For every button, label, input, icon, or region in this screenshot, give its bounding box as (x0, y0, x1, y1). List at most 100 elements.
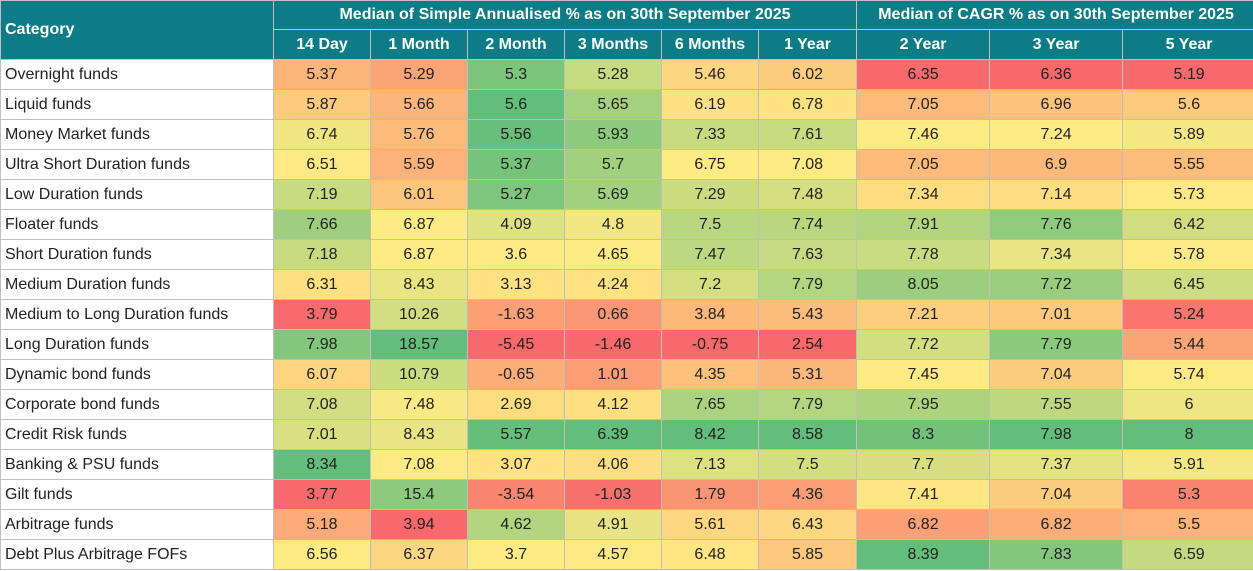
value-cell: 5.91 (1122, 449, 1253, 480)
column-header-2-year: 2 Year (856, 29, 991, 60)
value-cell: 7.45 (856, 359, 991, 390)
value-cell: 6.43 (757, 509, 858, 540)
value-cell: 5.78 (1122, 239, 1253, 270)
value-cell: 6.9 (989, 149, 1124, 180)
value-cell: 6.75 (661, 149, 759, 180)
value-cell: 7.01 (989, 299, 1124, 330)
table-row: Low Duration funds 7.19 6.01 5.27 5.69 7.29 7.… (0, 179, 1253, 210)
value-cell: -1.03 (564, 479, 662, 510)
value-cell: 6.82 (856, 509, 991, 540)
value-cell: 7.14 (989, 179, 1124, 210)
value-cell: 3.77 (273, 479, 371, 510)
value-cell: 7.05 (856, 149, 991, 180)
value-cell: 7.47 (661, 239, 759, 270)
column-header-5-year: 5 Year (1122, 29, 1253, 60)
column-header-3-year: 3 Year (989, 29, 1124, 60)
value-cell: 4.12 (564, 389, 662, 420)
value-cell: 4.24 (564, 269, 662, 300)
value-cell: 6.96 (989, 89, 1124, 120)
table-row: Medium to Long Duration funds 3.79 10.26 -1… (0, 299, 1253, 330)
value-cell: 5.65 (564, 89, 662, 120)
value-cell: 5.24 (1122, 299, 1253, 330)
table-row: Short Duration funds 7.18 6.87 3.6 4.65 7.47 7… (0, 239, 1253, 270)
value-cell: 7.7 (856, 449, 991, 480)
category-cell: Money Market funds (0, 119, 274, 150)
value-cell: 3.84 (661, 299, 759, 330)
value-cell: 8.43 (370, 269, 468, 300)
category-cell: Short Duration funds (0, 239, 274, 270)
value-cell: 10.79 (370, 359, 468, 390)
value-cell: 7.34 (856, 179, 991, 210)
value-cell: 5.27 (467, 179, 565, 210)
value-cell: 6.35 (856, 59, 991, 90)
value-cell: 7.74 (757, 209, 858, 240)
value-cell: 6.74 (273, 119, 371, 150)
value-cell: 4.06 (564, 449, 662, 480)
value-cell: 0.66 (564, 299, 662, 330)
value-cell: 7.08 (757, 149, 858, 180)
value-cell: 4.91 (564, 509, 662, 540)
table-row: Money Market funds 6.74 5.76 5.56 5.93 7.33 7.… (0, 119, 1253, 150)
value-cell: 5.61 (661, 509, 759, 540)
value-cell: 7.08 (370, 449, 468, 480)
value-cell: 5.93 (564, 119, 662, 150)
table-row: Ultra Short Duration funds 6.51 5.59 5.37 5.… (0, 149, 1253, 180)
value-cell: 8.58 (757, 419, 858, 450)
table-row: Dynamic bond funds 6.07 10.79 -0.65 1.01 4.35… (0, 359, 1253, 390)
value-cell: 5.29 (370, 59, 468, 90)
table-row: Credit Risk funds 7.01 8.43 5.57 6.39 8.42 8.5… (0, 419, 1253, 450)
value-cell: -5.45 (467, 329, 565, 360)
value-cell: 2.54 (757, 329, 858, 360)
value-cell: 7.41 (856, 479, 991, 510)
value-cell: 7.55 (989, 389, 1124, 420)
value-cell: 8.43 (370, 419, 468, 450)
value-cell: 5.7 (564, 149, 662, 180)
value-cell: 2.69 (467, 389, 565, 420)
value-cell: 5.56 (467, 119, 565, 150)
value-cell: 6.82 (989, 509, 1124, 540)
value-cell: 4.62 (467, 509, 565, 540)
value-cell: 8.05 (856, 269, 991, 300)
value-cell: 7.04 (989, 359, 1124, 390)
category-cell: Arbitrage funds (0, 509, 274, 540)
value-cell: 7.29 (661, 179, 759, 210)
value-cell: 7.24 (989, 119, 1124, 150)
group-header-cagr: Median of CAGR % as on 30th September 20… (856, 0, 1253, 30)
value-cell: 7.63 (757, 239, 858, 270)
value-cell: 5.31 (757, 359, 858, 390)
value-cell: 6.01 (370, 179, 468, 210)
category-cell: Floater funds (0, 209, 274, 240)
value-cell: 7.5 (757, 449, 858, 480)
value-cell: 5.66 (370, 89, 468, 120)
value-cell: 7.66 (273, 209, 371, 240)
value-cell: 6.51 (273, 149, 371, 180)
value-cell: 6.02 (757, 59, 858, 90)
value-cell: 6.19 (661, 89, 759, 120)
value-cell: 7.33 (661, 119, 759, 150)
value-cell: 3.13 (467, 269, 565, 300)
value-cell: 7.5 (661, 209, 759, 240)
table-row: Overnight funds 5.37 5.29 5.3 5.28 5.46 6.02 6.… (0, 59, 1253, 90)
value-cell: 5.69 (564, 179, 662, 210)
value-cell: 7.61 (757, 119, 858, 150)
column-header-6-months: 6 Months (661, 29, 759, 60)
category-cell: Ultra Short Duration funds (0, 149, 274, 180)
column-header-3-months: 3 Months (564, 29, 662, 60)
column-header-2-month: 2 Month (467, 29, 565, 60)
table-row: Medium Duration funds 6.31 8.43 3.13 4.24 7.2… (0, 269, 1253, 300)
value-cell: 7.78 (856, 239, 991, 270)
value-cell: 6.36 (989, 59, 1124, 90)
table-row: Corporate bond funds 7.08 7.48 2.69 4.12 7.65… (0, 389, 1253, 420)
value-cell: 4.35 (661, 359, 759, 390)
value-cell: 7.48 (370, 389, 468, 420)
value-cell: 6.87 (370, 209, 468, 240)
value-cell: 4.57 (564, 539, 662, 570)
value-cell: 6.07 (273, 359, 371, 390)
value-cell: 7.79 (989, 329, 1124, 360)
value-cell: -1.46 (564, 329, 662, 360)
table-row: Floater funds 7.66 6.87 4.09 4.8 7.5 7.74 7.91 7… (0, 209, 1253, 240)
value-cell: 7.04 (989, 479, 1124, 510)
table-row: Debt Plus Arbitrage FOFs 6.56 6.37 3.7 4.57 6… (0, 539, 1253, 570)
value-cell: 7.91 (856, 209, 991, 240)
